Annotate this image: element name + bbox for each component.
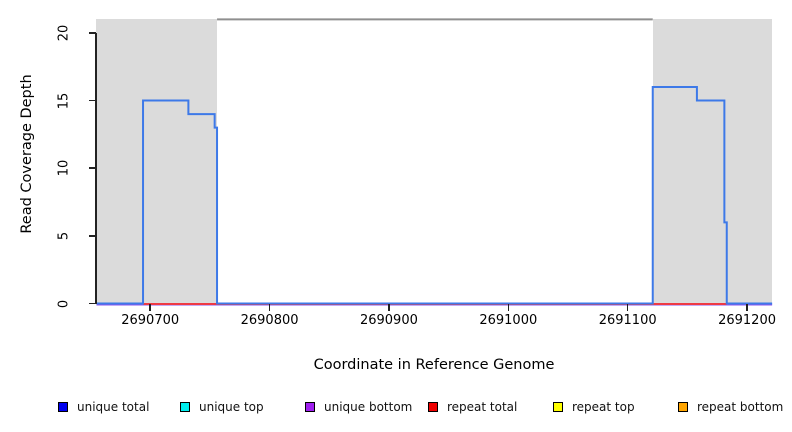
x-tick-label: 2691200 bbox=[718, 313, 776, 328]
x-axis-title: Coordinate in Reference Genome bbox=[313, 357, 555, 373]
x-tick-label: 2690800 bbox=[240, 313, 299, 328]
legend-swatch-icon bbox=[180, 402, 190, 412]
legend-swatch-icon bbox=[553, 402, 563, 412]
y-tick bbox=[88, 167, 96, 169]
legend-label: unique total bbox=[77, 400, 150, 414]
coverage-lines bbox=[96, 18, 773, 306]
legend-label: repeat top bbox=[572, 400, 635, 414]
x-tick-label: 2690700 bbox=[121, 313, 180, 328]
x-tick-label: 2691100 bbox=[598, 313, 657, 328]
legend-item-unique-top: unique top bbox=[180, 400, 264, 414]
legend-item-repeat-top: repeat top bbox=[553, 400, 635, 414]
shaded-repeat-region bbox=[652, 19, 773, 304]
x-tick-label: 2690900 bbox=[359, 313, 418, 328]
legend-label: repeat bottom bbox=[697, 400, 784, 414]
y-tick bbox=[88, 32, 96, 34]
legend-swatch-icon bbox=[305, 402, 315, 412]
x-tick bbox=[507, 304, 510, 311]
shaded-repeat-region bbox=[96, 19, 218, 304]
legend-swatch-icon bbox=[58, 402, 68, 412]
legend-swatch-icon bbox=[678, 402, 688, 412]
x-tick bbox=[626, 304, 629, 311]
plot-area bbox=[96, 18, 773, 306]
legend-item-repeat-total: repeat total bbox=[428, 400, 517, 414]
legend-swatch-icon bbox=[428, 402, 438, 412]
y-tick-label: 15 bbox=[56, 92, 72, 109]
x-tick-label: 2691000 bbox=[479, 313, 538, 328]
legend-item-unique-total: unique total bbox=[58, 400, 149, 414]
y-tick bbox=[88, 302, 96, 305]
legend-label: unique top bbox=[199, 400, 264, 414]
y-axis-title: Read Coverage Depth bbox=[19, 74, 35, 234]
legend-item-unique-bottom: unique bottom bbox=[305, 400, 412, 414]
legend-item-repeat-bottom: repeat bottom bbox=[678, 400, 783, 414]
y-tick bbox=[88, 99, 96, 102]
x-tick bbox=[149, 304, 151, 311]
x-tick bbox=[268, 304, 271, 311]
legend-label: unique bottom bbox=[324, 400, 413, 414]
y-tick-label: 10 bbox=[56, 159, 72, 177]
y-tick bbox=[88, 235, 96, 237]
x-tick bbox=[746, 304, 748, 311]
x-tick bbox=[388, 304, 390, 311]
y-tick-label: 5 bbox=[56, 231, 72, 240]
legend-label: repeat total bbox=[447, 400, 518, 414]
y-tick-label: 0 bbox=[56, 299, 72, 308]
y-tick-label: 20 bbox=[56, 24, 72, 42]
series-line-unique-total bbox=[96, 86, 773, 305]
